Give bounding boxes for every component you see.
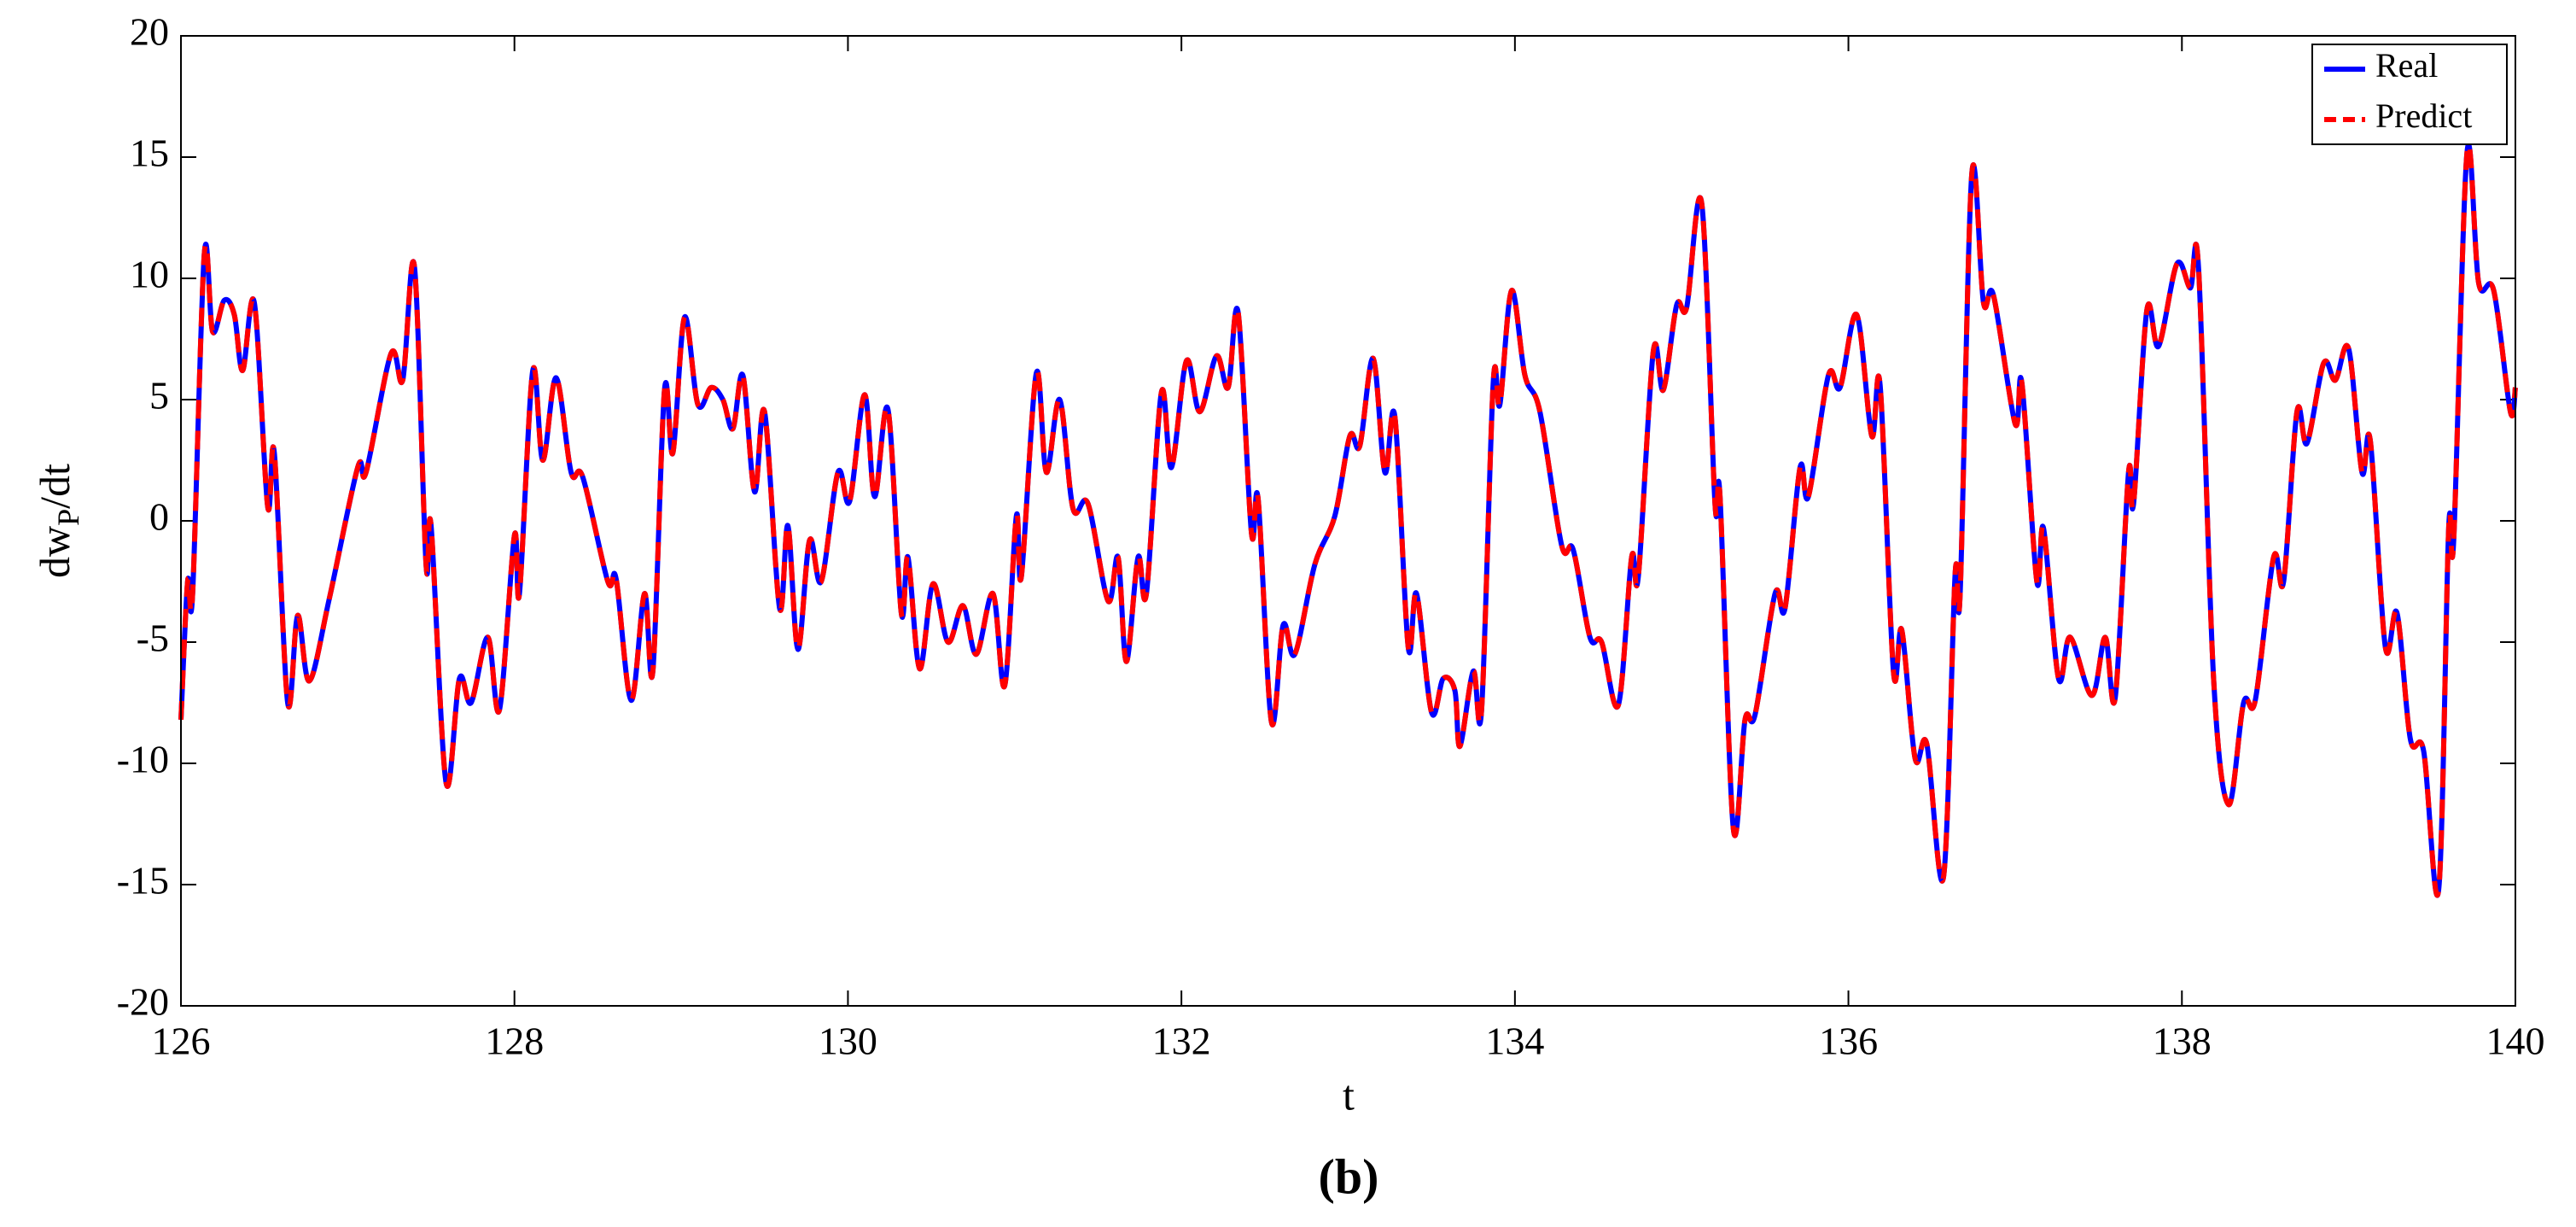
y-label-main: dw bbox=[31, 526, 79, 578]
caption: (b) bbox=[1319, 1148, 1379, 1204]
x-tick-label: 138 bbox=[2153, 1020, 2212, 1063]
y-tick-label: 10 bbox=[130, 253, 169, 296]
x-tick-label: 132 bbox=[1152, 1020, 1211, 1063]
legend-label: Real bbox=[2375, 46, 2438, 85]
y-tick-label: -5 bbox=[137, 616, 169, 660]
x-tick-label: 134 bbox=[1485, 1020, 1544, 1063]
y-tick-label: -15 bbox=[117, 859, 169, 903]
x-tick-label: 140 bbox=[2486, 1020, 2545, 1063]
y-label-sub: P bbox=[51, 509, 85, 526]
x-axis-label: t bbox=[1343, 1071, 1355, 1119]
x-tick-label: 126 bbox=[152, 1020, 211, 1063]
y-tick-label: 15 bbox=[130, 131, 169, 175]
x-tick-label: 136 bbox=[1819, 1020, 1878, 1063]
x-tick-label: 128 bbox=[485, 1020, 544, 1063]
x-tick-label: 130 bbox=[819, 1020, 877, 1063]
axes-box bbox=[180, 35, 2516, 1007]
legend-box bbox=[2311, 44, 2508, 145]
y-tick-label: 20 bbox=[130, 10, 169, 54]
y-axis-label: dwP/dt bbox=[31, 464, 85, 578]
y-tick-label: -20 bbox=[117, 980, 169, 1024]
y-tick-label: 5 bbox=[149, 374, 169, 418]
line-series bbox=[178, 142, 2518, 898]
y-label-rest: /dt bbox=[31, 464, 79, 509]
legend-label: Predict bbox=[2375, 96, 2472, 135]
y-tick-label: 0 bbox=[149, 495, 169, 539]
y-tick-label: -10 bbox=[117, 738, 169, 781]
